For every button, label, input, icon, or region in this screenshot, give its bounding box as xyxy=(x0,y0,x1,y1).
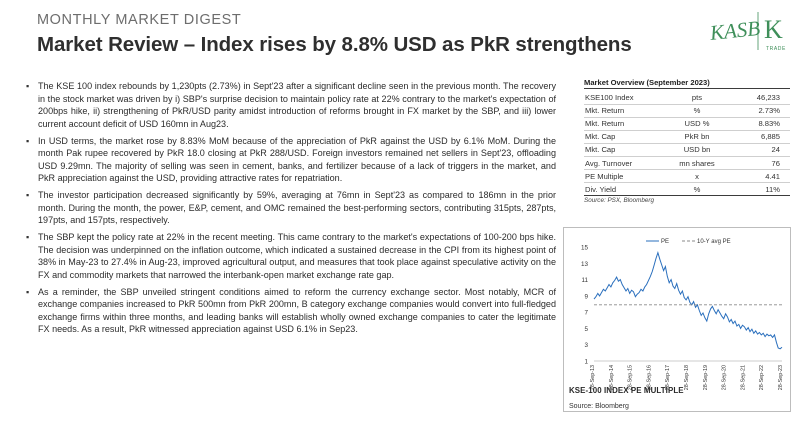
commentary-item: ▪ The SBP kept the policy rate at 22% in … xyxy=(26,231,556,281)
table-row: PE Multiple x 4.41 xyxy=(584,169,790,184)
kasb-logo-mark: KASB K TRADE xyxy=(708,12,786,52)
commentary-text: The SBP kept the policy rate at 22% in t… xyxy=(38,232,556,280)
metric-unit: x xyxy=(661,169,733,184)
commentary-item: ▪ As a reminder, the SBP unveiled stringe… xyxy=(26,286,556,336)
metric-name: Mkt. Cap xyxy=(584,130,661,144)
metric-name: Mkt. Return xyxy=(584,104,661,118)
logo-sub-text: TRADE xyxy=(766,46,786,52)
bullet-icon: ▪ xyxy=(26,135,30,146)
x-tick-label: 28-Sep-18 xyxy=(684,365,690,390)
table-row: Mkt. Return USD % 8.83% xyxy=(584,117,790,131)
commentary-text: The KSE 100 index rebounds by 1,230pts (… xyxy=(38,81,556,129)
kasb-logo: KASB K TRADE xyxy=(708,6,792,58)
metric-value: 76 xyxy=(733,156,790,171)
table-row: Mkt. Return% 2.73% xyxy=(584,104,790,118)
metric-value: 4.41 xyxy=(733,169,790,184)
metric-name: KSE100 Index xyxy=(584,91,661,105)
y-tick-label: 5 xyxy=(584,326,588,333)
commentary-item: ▪ The investor participation decreased si… xyxy=(26,189,556,227)
y-tick-label: 13 xyxy=(581,261,589,268)
metric-value: 11% xyxy=(733,182,790,197)
pe-series-line xyxy=(593,251,783,350)
metric-unit: PkR bn xyxy=(661,130,733,144)
x-tick-label: 28-Sep-17 xyxy=(665,365,671,390)
commentary-text: The investor participation decreased sig… xyxy=(38,190,556,226)
y-tick-label: 3 xyxy=(584,342,588,349)
market-commentary-list: ▪ The KSE 100 index rebounds by 1,230pts … xyxy=(26,80,556,340)
market-overview-panel: Market Overview (September 2023) KSE100 … xyxy=(584,78,790,204)
metric-value: 6,885 xyxy=(733,130,790,144)
logo-brand-text: KASB xyxy=(708,16,761,45)
metric-name: PE Multiple xyxy=(584,169,661,184)
x-tick-label: 28-Sep-13 xyxy=(590,365,596,390)
x-tick-label: 28-Sep-21 xyxy=(740,365,746,390)
metric-value: 24 xyxy=(733,143,790,157)
commentary-item: ▪ In USD terms, the market rose by 8.83% … xyxy=(26,135,556,185)
metric-unit: % xyxy=(661,104,733,118)
metric-unit: mn shares xyxy=(661,156,733,171)
legend-label-avg: 10-Y avg PE xyxy=(697,239,731,245)
market-overview-table: KSE100 Index pts 46,233 Mkt. Return% 2.73% … xyxy=(584,91,790,197)
table-row: KSE100 Index pts 46,233 xyxy=(584,91,790,105)
market-overview-title: Market Overview (September 2023) xyxy=(584,78,790,89)
y-tick-label: 1 xyxy=(584,359,588,366)
commentary-text: As a reminder, the SBP unveiled stringen… xyxy=(38,286,556,335)
bullet-icon: ▪ xyxy=(26,232,30,243)
legend-label-pe: PE xyxy=(661,239,669,245)
metric-unit: % xyxy=(661,182,733,197)
chart-source: Source: Bloomberg xyxy=(569,403,629,410)
metric-value: 8.83% xyxy=(733,117,790,131)
pe-multiple-chart-panel: 1 3 5 7 9 11 13 15 28-Sep-13 28-Sep-14 28-Sep-15 28… xyxy=(563,227,791,412)
x-tick-label: 28-Sep-23 xyxy=(778,365,784,390)
bullet-icon: ▪ xyxy=(26,81,30,91)
metric-value: 2.73% xyxy=(733,104,790,118)
y-tick-label: 15 xyxy=(581,245,589,252)
page-title: Market Review – Index rises by 8.8% USD … xyxy=(37,33,632,56)
metric-name: Mkt. Cap xyxy=(584,143,661,157)
metric-name: Mkt. Return xyxy=(584,117,661,131)
chart-caption: KSE-100 INDEX PE MULTIPLE xyxy=(569,386,684,395)
bullet-icon: ▪ xyxy=(26,286,30,297)
y-tick-label: 7 xyxy=(584,310,588,317)
x-tick-label: 28-Sep-22 xyxy=(759,365,765,390)
x-tick-label: 28-Sep-20 xyxy=(722,365,728,390)
metric-unit: USD bn xyxy=(661,143,733,157)
y-tick-label: 11 xyxy=(581,277,588,284)
x-tick-label: 28-Sep-14 xyxy=(609,365,615,390)
digest-kicker: MONTHLY MARKET DIGEST xyxy=(37,12,242,28)
table-row: Avg. Turnover mn shares 76 xyxy=(584,156,790,171)
x-tick-label: 28-Sep-16 xyxy=(646,365,652,390)
commentary-item: ▪ The KSE 100 index rebounds by 1,230pts … xyxy=(26,80,556,130)
table-row: Div. Yield% 11% xyxy=(584,182,790,197)
y-tick-label: 9 xyxy=(584,293,588,300)
x-tick-label: 28-Sep-15 xyxy=(628,365,634,390)
metric-name: Div. Yield xyxy=(584,182,661,197)
metric-unit: pts xyxy=(661,91,733,105)
logo-k-mark: K xyxy=(764,15,783,44)
table-row: Mkt. Cap USD bn 24 xyxy=(584,143,790,157)
metric-name: Avg. Turnover xyxy=(584,156,661,171)
x-tick-label: 28-Sep-19 xyxy=(703,365,709,390)
metric-value: 46,233 xyxy=(733,91,790,105)
bullet-icon: ▪ xyxy=(26,190,30,201)
market-overview-source: Source: PSX, Bloomberg xyxy=(584,197,655,205)
metric-unit: USD % xyxy=(661,117,733,131)
commentary-text: In USD terms, the market rose by 8.83% M… xyxy=(38,135,556,184)
table-row: Mkt. Cap PkR bn 6,885 xyxy=(584,130,790,144)
